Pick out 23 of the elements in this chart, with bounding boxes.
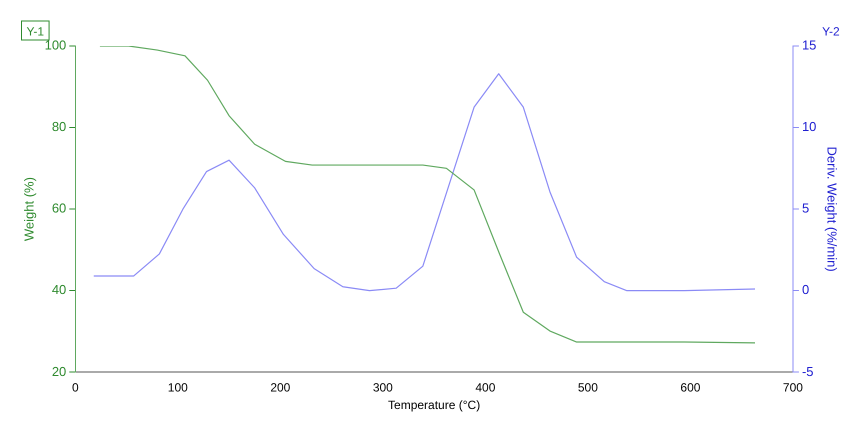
text: Y-2 <box>822 24 840 38</box>
y-tick-label: 80 <box>52 119 66 134</box>
y2-tick-label: 15 <box>802 38 816 53</box>
x-tick-label: 100 <box>168 380 188 395</box>
x-tick-label: 200 <box>270 380 291 395</box>
y-tick-label: 40 <box>52 282 66 298</box>
y-tick-label: 20 <box>52 364 66 379</box>
y2-axis-title: Deriv. Weight (%/min) <box>824 146 840 272</box>
text: Y-1 <box>26 24 44 38</box>
y-tick-label: 100 <box>44 38 66 53</box>
x-tick-label: 400 <box>475 380 496 395</box>
y2-tick-label: 5 <box>802 200 810 216</box>
y-axis-title: Weight (%) <box>21 177 36 242</box>
x-axis-title: Temperature (°C) <box>388 398 480 412</box>
x-tick-label: 600 <box>680 380 701 395</box>
y2-tick-label: 10 <box>802 119 816 134</box>
x-tick-label: 500 <box>578 380 598 395</box>
x-tick-label: 700 <box>782 380 804 395</box>
y-tick-label: 60 <box>52 200 66 216</box>
y2-tick-label: 0 <box>802 282 810 298</box>
x-tick-label: 0 <box>72 380 79 395</box>
y2-tick-label: -5 <box>802 364 814 379</box>
x-tick-label: 300 <box>372 380 394 395</box>
